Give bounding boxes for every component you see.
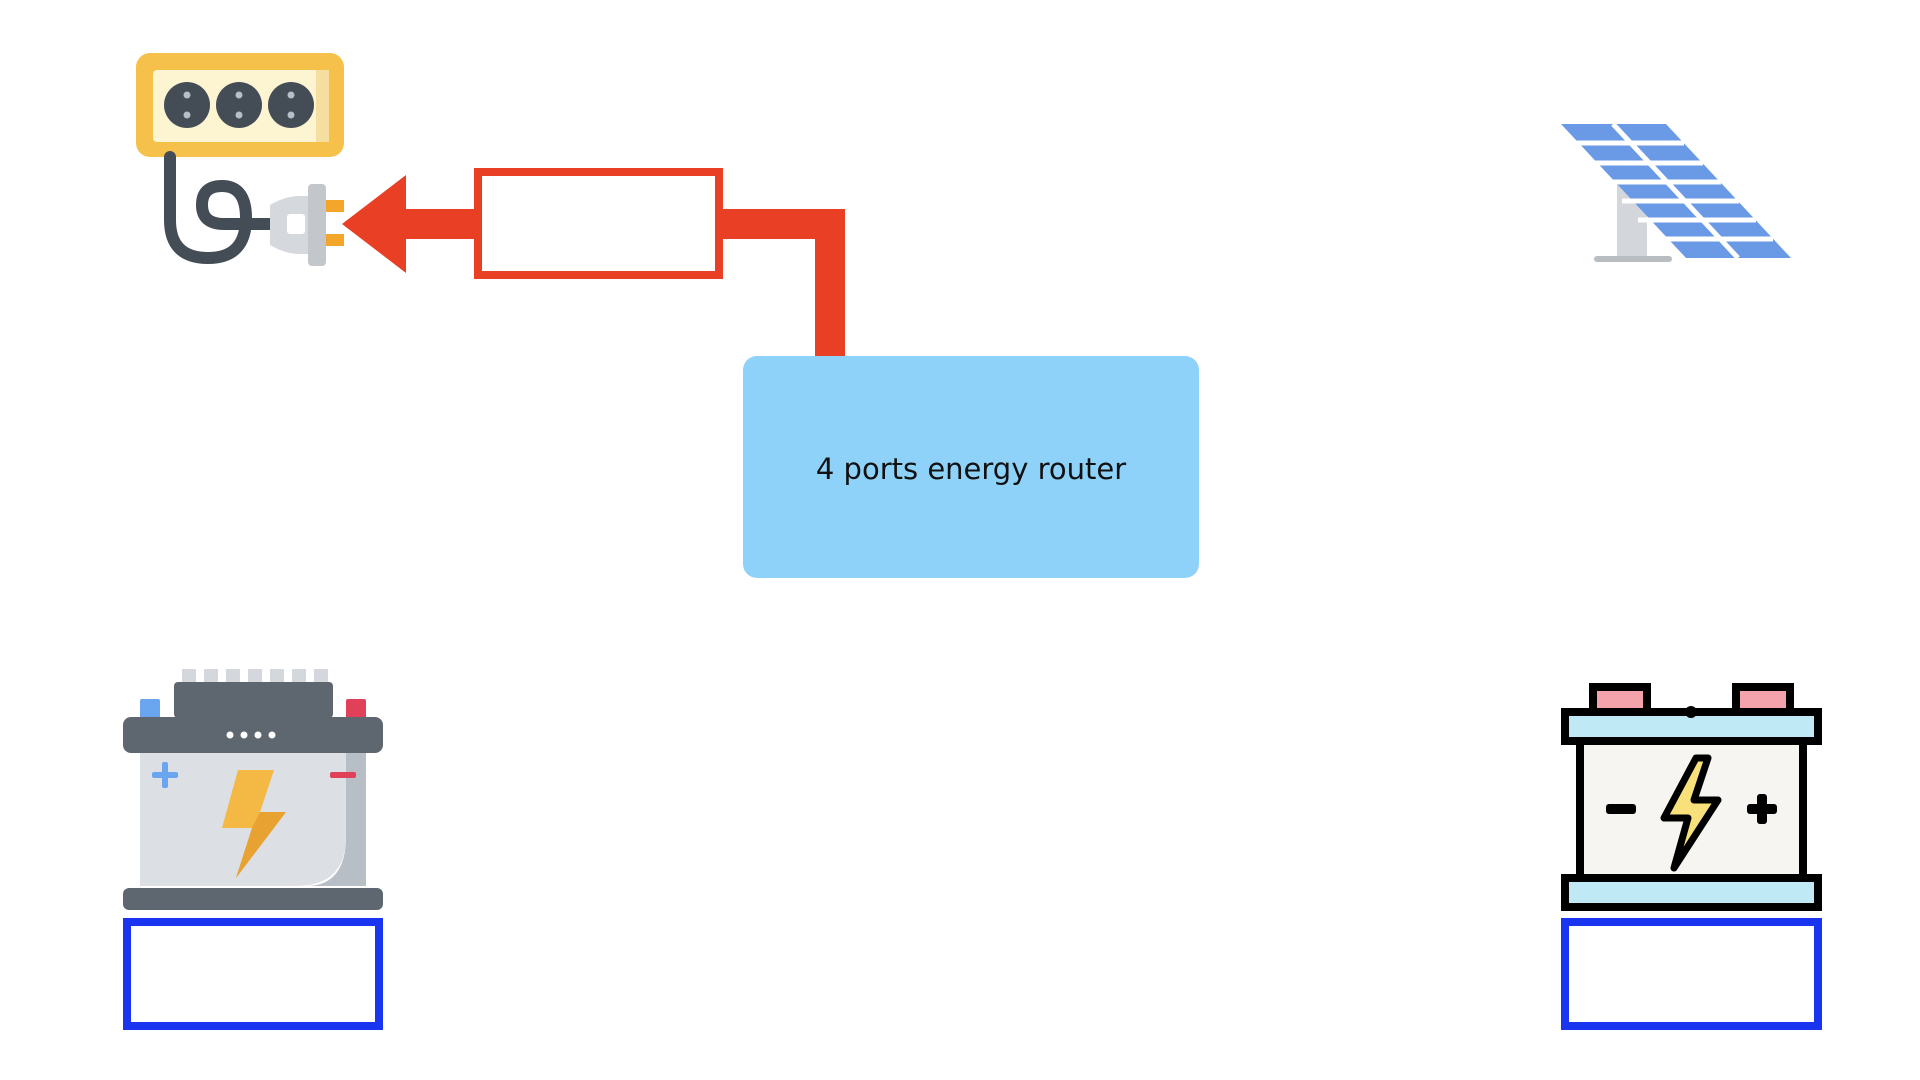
- car-battery-value-box: [123, 918, 383, 1030]
- car-battery-icon: [123, 669, 383, 910]
- storage-battery-icon: [1561, 683, 1822, 911]
- power-strip-plug-icon: [136, 53, 344, 266]
- arrow-head: [342, 175, 406, 273]
- energy-router-box: [743, 356, 1199, 578]
- energy-router: 4 ports energy router: [743, 356, 1199, 578]
- solar-panel-icon: [1561, 122, 1791, 262]
- grid-value-box: [474, 168, 723, 279]
- energy-router-label: 4 ports energy router: [816, 452, 1126, 486]
- storage-battery-value-box: [1561, 918, 1822, 1030]
- grid-flow-arrow: [342, 175, 845, 356]
